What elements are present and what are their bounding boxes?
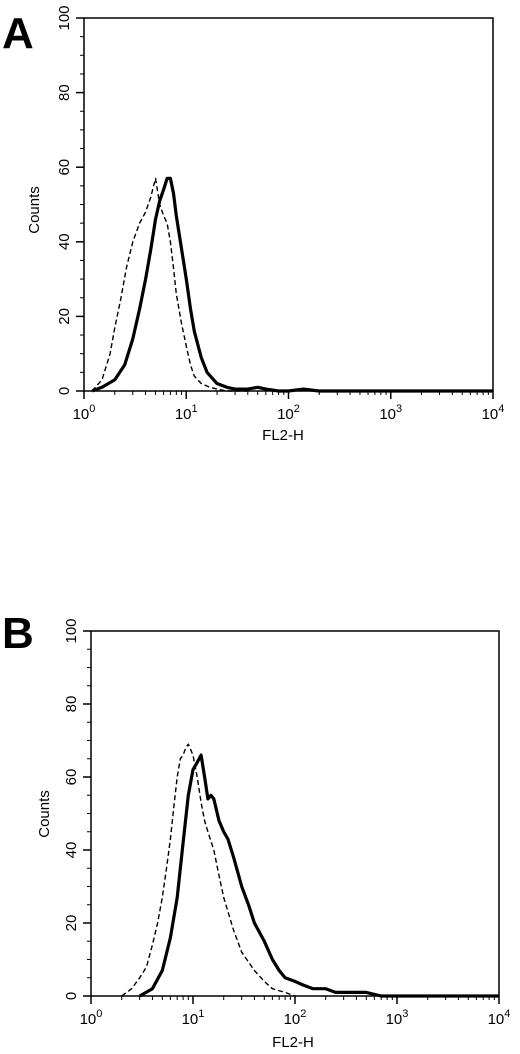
y-tick-label: 0 bbox=[63, 992, 80, 1000]
y-axis-label: Counts bbox=[36, 790, 53, 838]
y-tick-label: 100 bbox=[56, 5, 73, 30]
x-tick-label: 104 bbox=[482, 403, 505, 423]
panel-label: B bbox=[2, 609, 34, 658]
plot-frame bbox=[83, 17, 494, 392]
series-solid-line bbox=[91, 176, 493, 393]
series-dashed-line bbox=[121, 743, 296, 997]
series-dashed-line bbox=[91, 177, 248, 392]
y-tick-label: 20 bbox=[56, 308, 73, 325]
x-tick-label: 103 bbox=[386, 1008, 409, 1028]
series-solid-line bbox=[138, 753, 499, 998]
y-tick-label: 20 bbox=[63, 915, 80, 932]
x-tick-label: 101 bbox=[182, 1008, 205, 1028]
y-tick-label: 40 bbox=[56, 233, 73, 250]
plot-frame bbox=[90, 630, 500, 997]
x-tick-label: 100 bbox=[73, 403, 96, 423]
y-axis: 0 20 40 60 80 100 bbox=[63, 618, 91, 1000]
series-group bbox=[121, 743, 499, 998]
x-axis-label: FL2-H bbox=[262, 427, 304, 444]
x-tick-label: 100 bbox=[80, 1008, 103, 1028]
y-tick-label: 80 bbox=[56, 84, 73, 101]
y-axis: 0 20 40 60 80 100 bbox=[56, 5, 84, 395]
y-tick-label: 60 bbox=[63, 769, 80, 786]
x-tick-label: 101 bbox=[175, 403, 198, 423]
histogram-panel-a: A 0 20 40 60 80 100 100 101 102 103 104 Counts FL… bbox=[2, 5, 504, 444]
x-axis: 100 101 102 103 104 bbox=[80, 996, 511, 1028]
y-tick-label: 80 bbox=[63, 696, 80, 713]
x-tick-label: 103 bbox=[379, 403, 402, 423]
x-axis-label: FL2-H bbox=[272, 1034, 314, 1051]
y-tick-label: 100 bbox=[63, 618, 80, 643]
panel-label: A bbox=[2, 9, 34, 58]
histogram-panel-b: B 0 20 40 60 80 100 100 101 102 103 104 Counts FL… bbox=[2, 609, 510, 1051]
y-tick-label: 40 bbox=[63, 842, 80, 859]
x-tick-label: 104 bbox=[488, 1008, 511, 1028]
x-tick-label: 102 bbox=[277, 403, 300, 423]
y-tick-label: 60 bbox=[56, 159, 73, 176]
x-tick-label: 102 bbox=[284, 1008, 307, 1028]
y-axis-label: Counts bbox=[26, 186, 43, 234]
series-group bbox=[91, 176, 493, 393]
y-tick-label: 0 bbox=[56, 387, 73, 395]
x-axis: 100 101 102 103 104 bbox=[73, 391, 505, 423]
